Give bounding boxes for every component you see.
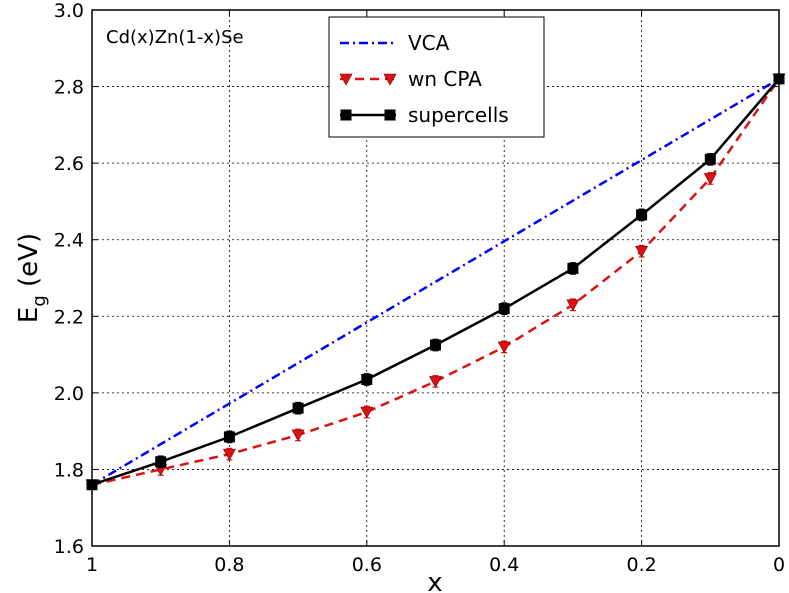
data-point-wn-cpa xyxy=(360,406,374,419)
legend-label-supercells: supercells xyxy=(408,103,509,127)
plot-frame xyxy=(91,9,780,547)
data-point-wn-cpa xyxy=(291,429,305,442)
data-point-wn-cpa xyxy=(428,376,443,388)
legend-marker-supercells xyxy=(340,109,352,121)
data-point-supercells xyxy=(704,153,716,165)
y-tick-label: 2.2 xyxy=(54,306,84,328)
y-axis-label-main: E xyxy=(14,307,44,323)
y-tick-label: 2.0 xyxy=(54,383,84,405)
x-axis-label: x xyxy=(427,568,442,593)
data-point-supercells xyxy=(155,456,167,468)
y-tick-label: 2.6 xyxy=(54,153,84,175)
legend-label-wn-cpa: wn CPA xyxy=(408,67,482,91)
data-point-wn-cpa xyxy=(566,299,580,312)
y-tick-label: 1.8 xyxy=(54,459,84,481)
legend-marker-wn-cpa xyxy=(339,73,353,86)
series-layer xyxy=(85,73,786,492)
annotation-label: Cd(x)Zn(1-x)Se xyxy=(106,27,244,48)
legend-label-vca: VCA xyxy=(408,31,450,55)
series-line-wn-cpa xyxy=(91,78,781,486)
y-axis-label-sub: g xyxy=(29,295,50,306)
y-tick-label: 2.4 xyxy=(54,230,84,252)
legend-marker-supercells xyxy=(384,109,396,121)
x-tick-label: 0.2 xyxy=(626,554,656,576)
data-point-wn-cpa xyxy=(497,341,511,354)
x-tick-label: 0.4 xyxy=(489,554,519,576)
data-point-supercells xyxy=(498,303,510,315)
x-tick-label: 0 xyxy=(773,554,785,576)
legend: VCA wn CPA supercells xyxy=(328,16,545,138)
data-point-supercells xyxy=(430,339,441,351)
legend-box xyxy=(328,16,545,138)
data-point-wn-cpa xyxy=(635,245,649,258)
y-axis-label-rest: (eV) xyxy=(14,233,44,295)
series-vca xyxy=(91,77,780,486)
series-line-vca xyxy=(91,77,780,486)
data-point-supercells xyxy=(292,402,304,414)
y-tick-label: 2.8 xyxy=(54,77,84,99)
data-point-wn-cpa xyxy=(703,173,717,186)
y-tick-label: 3.0 xyxy=(54,0,84,22)
data-point-supercells xyxy=(361,373,373,385)
data-point-supercells xyxy=(567,262,579,274)
y-tick-label: 1.6 xyxy=(54,536,84,558)
x-tick-label: 0.8 xyxy=(214,554,244,576)
legend-marker-wn-cpa xyxy=(383,73,397,86)
tick-layer: 1 0.8 0.6 0.4 0.2 0 1.6 1.8 2.0 2.2 2.4 2.6 2.8 3.0 xyxy=(54,0,785,576)
data-point-wn-cpa xyxy=(222,448,236,461)
data-point-supercells xyxy=(223,431,235,443)
x-tick-label: 0.6 xyxy=(352,554,382,576)
y-axis-label: Eg (eV) xyxy=(14,233,50,323)
x-tick-label: 1 xyxy=(86,554,98,576)
data-point-supercells xyxy=(636,209,648,221)
legend-items: VCA wn CPA supercells xyxy=(339,31,509,127)
